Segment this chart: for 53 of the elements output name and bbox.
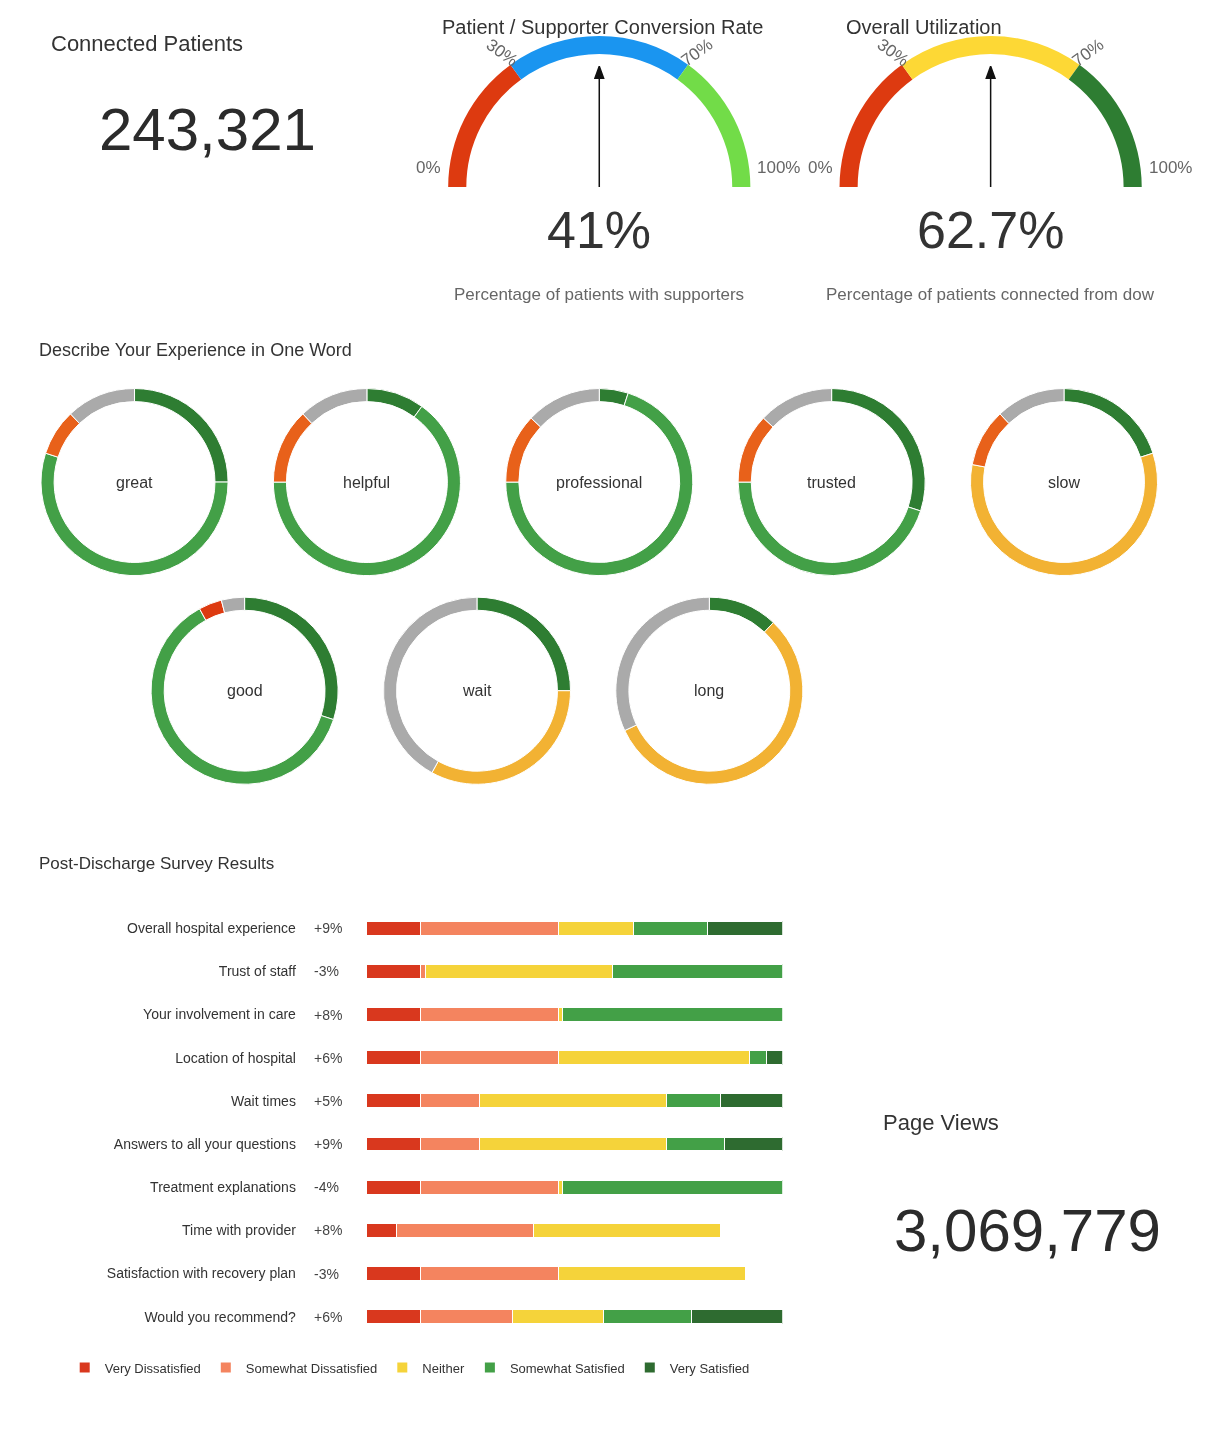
text: 3,069,779 bbox=[894, 1197, 1161, 1264]
text: Percentage of patients with supporters bbox=[454, 285, 745, 304]
y-tick-label: Overall hospital experience bbox=[127, 920, 297, 937]
text: Percentage of patients connected from dow bbox=[826, 285, 1155, 304]
legend-label: Very Satisfied bbox=[669, 1360, 750, 1376]
y-tick-label: Answers to all your questions bbox=[113, 1135, 296, 1152]
text: Connected Patients bbox=[51, 31, 244, 56]
bar bbox=[366, 963, 422, 979]
text: slow bbox=[1048, 474, 1081, 491]
text: +8% bbox=[314, 1222, 343, 1238]
slice-label: 30% bbox=[482, 35, 522, 71]
text: +6% bbox=[314, 1309, 343, 1325]
y-tick-label: Treatment explanations bbox=[150, 1179, 296, 1196]
text: 62.7% bbox=[917, 201, 1065, 259]
text: professional bbox=[556, 474, 643, 491]
y-tick-label: Time with provider bbox=[182, 1222, 297, 1239]
y-tick-label: Satisfaction with recovery plan bbox=[106, 1265, 296, 1282]
legend-label: Somewhat Dissatisfied bbox=[245, 1360, 378, 1376]
text: helpful bbox=[343, 474, 391, 491]
text: -4% bbox=[314, 1179, 339, 1195]
slice-label: 70% bbox=[1068, 35, 1108, 71]
text: 100% bbox=[757, 158, 801, 177]
text: 100% bbox=[1149, 158, 1193, 177]
text: 41% bbox=[547, 201, 652, 259]
text: wait bbox=[462, 682, 493, 699]
y-tick-label: Your involvement in care bbox=[143, 1006, 297, 1023]
text: good bbox=[227, 682, 263, 699]
chart-title: Describe Your Experience in One Word bbox=[39, 340, 352, 360]
text: long bbox=[694, 682, 725, 699]
text: -3% bbox=[314, 1266, 339, 1282]
text: +6% bbox=[314, 1050, 343, 1066]
bar bbox=[561, 1179, 783, 1195]
legend-label: Very Dissatisfied bbox=[104, 1360, 201, 1376]
text: +5% bbox=[314, 1093, 343, 1109]
text: Page Views bbox=[883, 1110, 999, 1135]
text: 243,321 bbox=[99, 96, 316, 163]
text: +9% bbox=[314, 1136, 343, 1152]
y-tick-label: Location of hospital bbox=[175, 1049, 296, 1066]
legend-label: Somewhat Satisfied bbox=[509, 1360, 625, 1376]
bar bbox=[561, 1007, 783, 1022]
slice-label: 0% bbox=[808, 158, 833, 177]
text: +8% bbox=[314, 1007, 343, 1023]
text: trusted bbox=[807, 474, 856, 491]
legend-label: Neither bbox=[422, 1360, 465, 1376]
y-tick-label: Trust of staff bbox=[218, 963, 297, 980]
text: great bbox=[116, 474, 154, 491]
text: +9% bbox=[314, 920, 343, 936]
text: -3% bbox=[314, 963, 339, 979]
donut-slice bbox=[505, 392, 694, 577]
text: Post-Discharge Survey Results bbox=[39, 854, 275, 873]
y-tick-label: Wait times bbox=[231, 1092, 296, 1109]
slice-label: 0% bbox=[416, 158, 441, 177]
y-tick-label: Would you recommend? bbox=[144, 1308, 297, 1325]
